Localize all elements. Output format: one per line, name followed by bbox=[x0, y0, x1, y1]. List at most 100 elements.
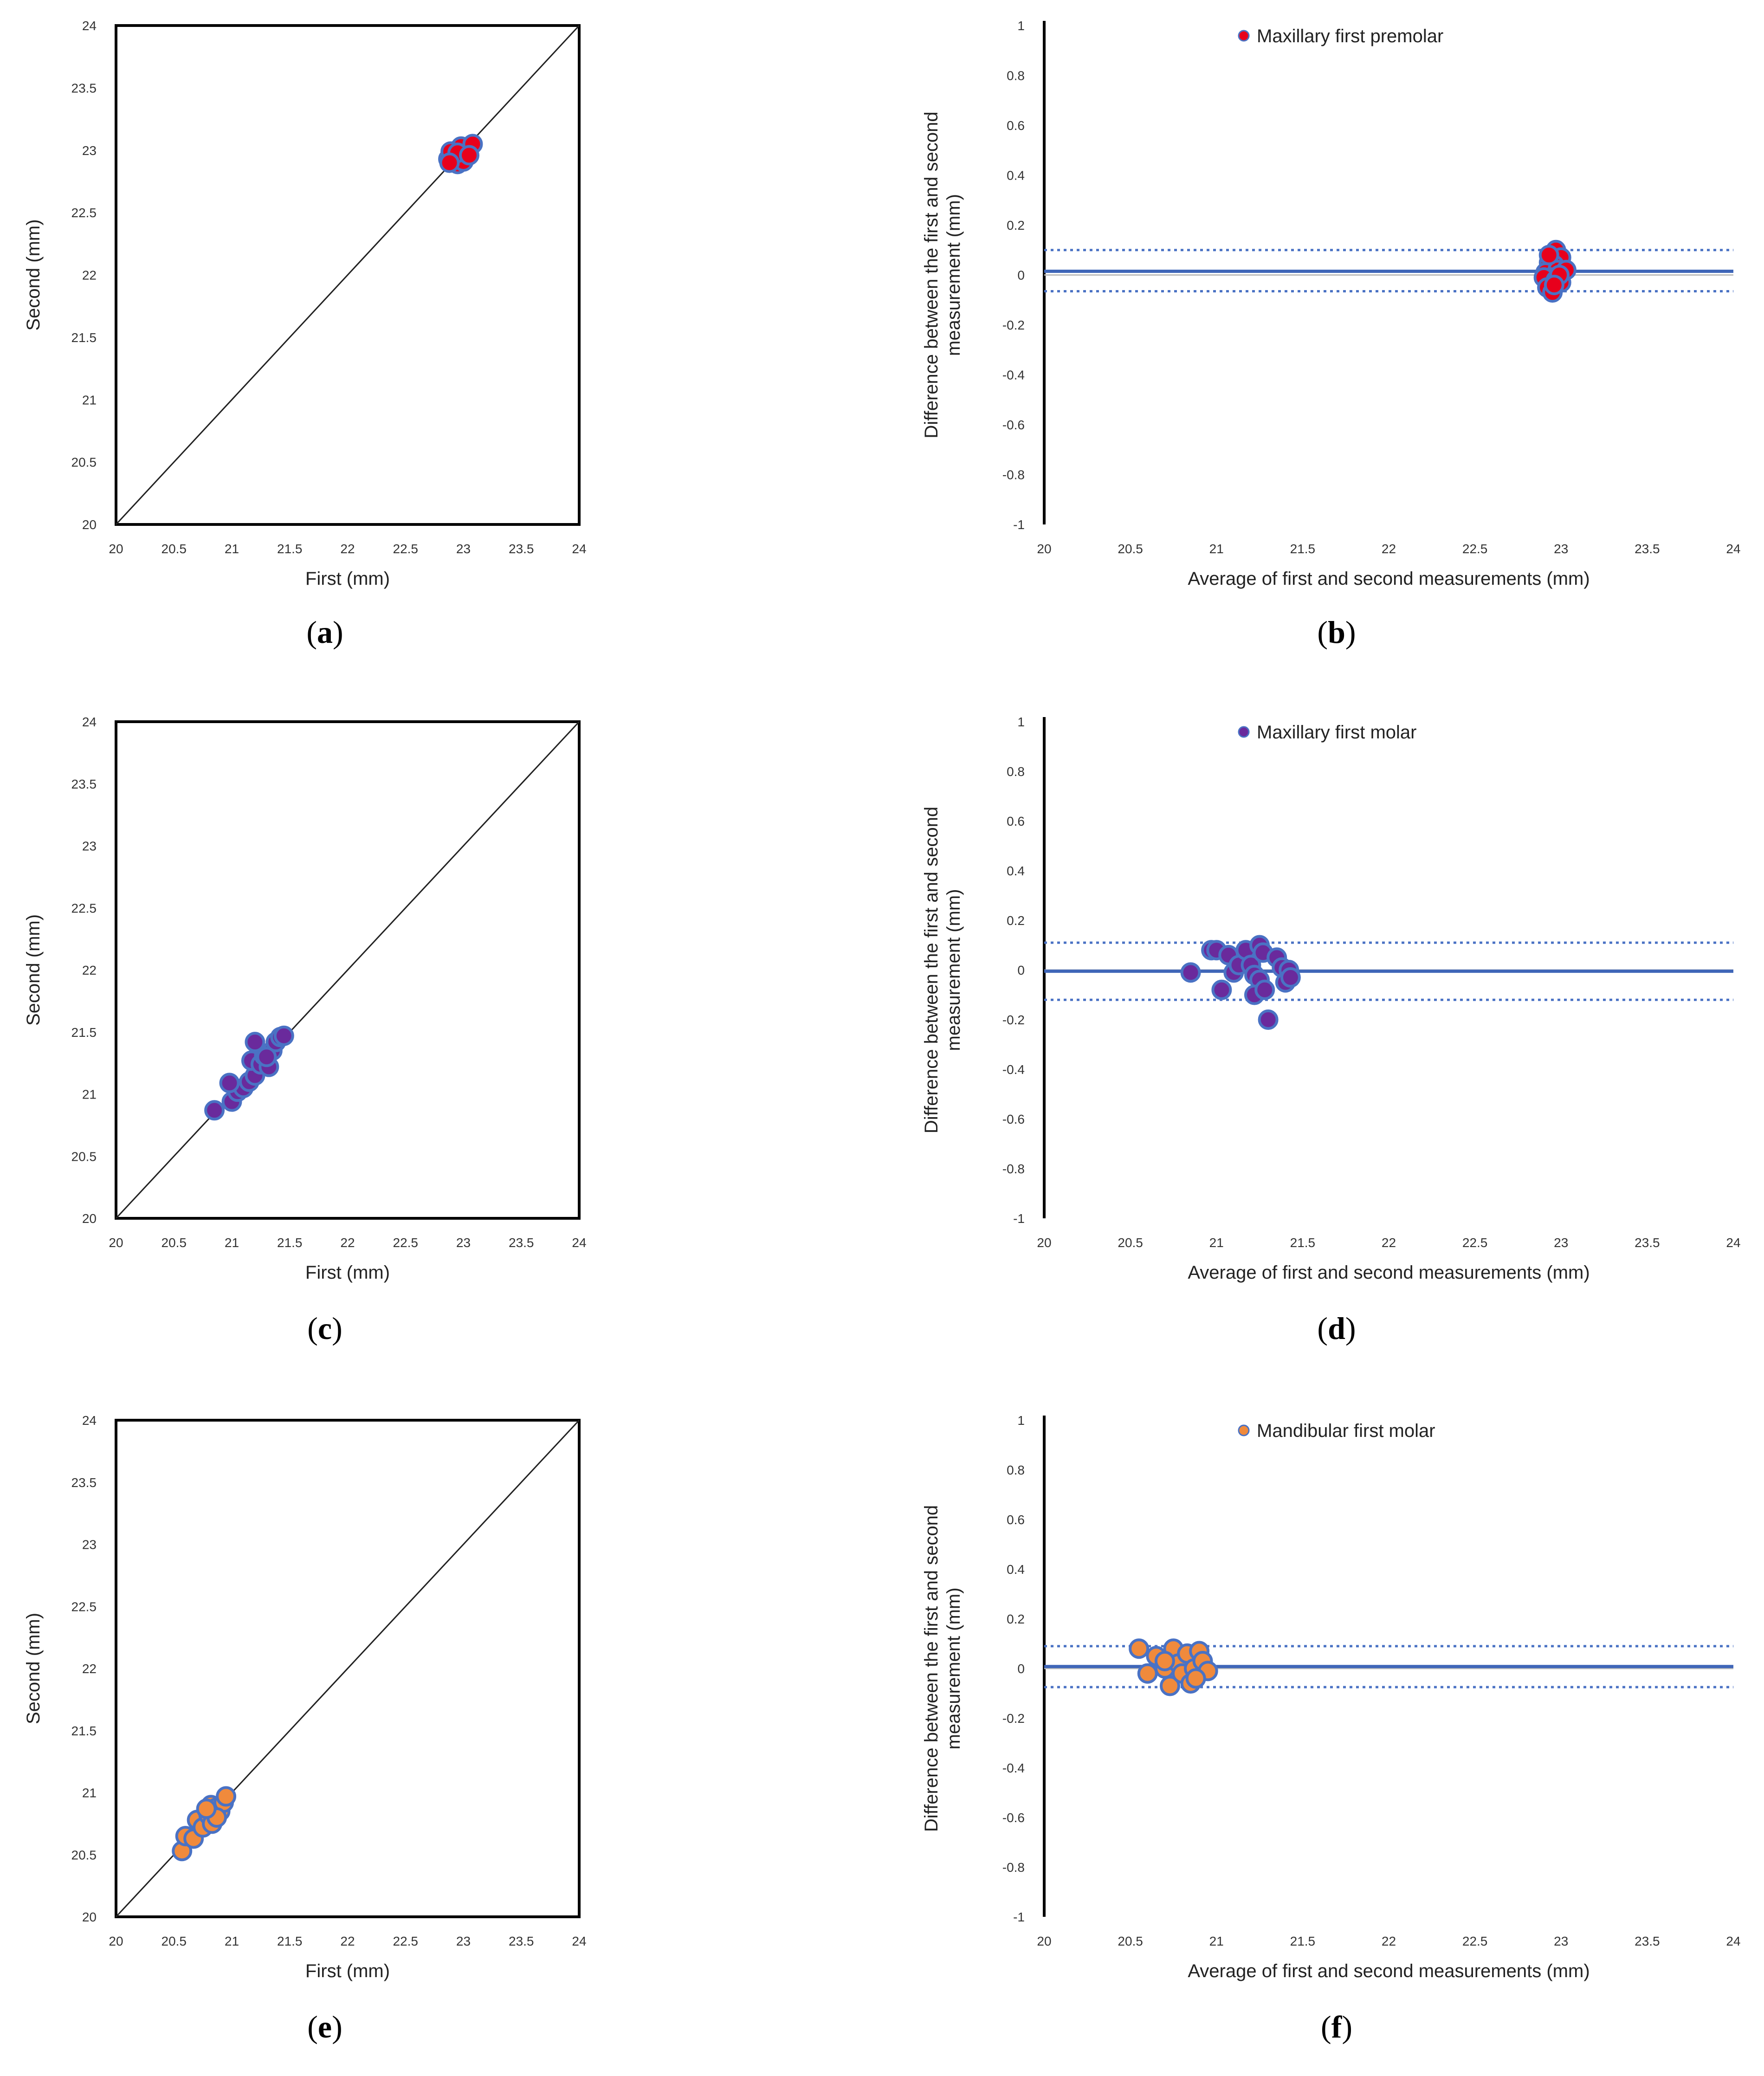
x-tick-label: 24 bbox=[572, 1934, 586, 1948]
y-tick-label: 1 bbox=[1017, 19, 1025, 33]
x-tick-label: 21 bbox=[225, 542, 239, 556]
x-tick-label: 20 bbox=[1037, 1934, 1051, 1948]
y-tick-label: -0.6 bbox=[1002, 1112, 1025, 1126]
y-tick-label: 0.4 bbox=[1007, 864, 1025, 878]
y-tick-label: -0.8 bbox=[1002, 1162, 1025, 1176]
legend-marker bbox=[1238, 30, 1250, 42]
x-tick-label: 21.5 bbox=[1290, 542, 1316, 556]
x-tick-label: 21 bbox=[225, 1934, 239, 1948]
x-tick-label: 22.5 bbox=[1462, 1235, 1488, 1250]
x-tick-label: 23.5 bbox=[509, 542, 534, 556]
y-tick-label: 23.5 bbox=[71, 1475, 97, 1490]
data-point bbox=[1129, 1638, 1150, 1659]
x-tick-label: 20.5 bbox=[1118, 1235, 1143, 1250]
y-tick-label: 21.5 bbox=[71, 1025, 97, 1040]
y-tick-label: 0.2 bbox=[1007, 218, 1025, 233]
panel-label: (d) bbox=[1317, 1311, 1356, 1346]
y-tick-label: 24 bbox=[82, 19, 97, 33]
plot-frame bbox=[115, 720, 581, 1220]
x-tick-label: 22.5 bbox=[1462, 1934, 1488, 1948]
y-tick-label: 0.6 bbox=[1007, 1513, 1025, 1527]
data-point bbox=[1185, 1668, 1206, 1689]
plot-frame bbox=[115, 24, 581, 526]
y-tick-label: 23 bbox=[82, 839, 97, 854]
x-tick-label: 22 bbox=[340, 1235, 355, 1250]
chart-panel-a: 20 20.5 21 21.5 22 22.5 23 23.5 24 20 20.5 21 21.5 22… bbox=[23, 19, 587, 650]
x-tick-label: 23 bbox=[1554, 1235, 1568, 1250]
data-point bbox=[273, 1025, 294, 1046]
x-tick-label: 22 bbox=[1382, 1235, 1396, 1250]
x-tick-label: 23 bbox=[456, 1934, 471, 1948]
y-tick-label: 23.5 bbox=[71, 81, 97, 95]
x-tick-label: 21 bbox=[1209, 1934, 1224, 1948]
data-point bbox=[1280, 967, 1301, 988]
y-tick-label: 20.5 bbox=[71, 1848, 97, 1862]
x-tick-label: 23.5 bbox=[509, 1235, 534, 1250]
x-axis-title: First (mm) bbox=[305, 1262, 390, 1283]
y-tick-label: 0.4 bbox=[1007, 168, 1025, 183]
y-tick-label: -0.4 bbox=[1002, 1062, 1025, 1077]
panel-label: (c) bbox=[307, 1311, 342, 1346]
x-axis-title: Average of first and second measurements… bbox=[1188, 1961, 1590, 1981]
x-tick-label: 23 bbox=[1554, 542, 1568, 556]
chart-panel-f: 20 20.5 21 21.5 22 22.5 23 23.5 24 -1 -0.8 -0.6 -0.4… bbox=[921, 1413, 1741, 2044]
y-tick-label: -1 bbox=[1013, 1910, 1025, 1924]
x-tick-label: 21 bbox=[225, 1235, 239, 1250]
y-tick-label: 22.5 bbox=[71, 206, 97, 220]
y-tick-label: 1 bbox=[1017, 1413, 1025, 1428]
x-tick-label: 22.5 bbox=[393, 1235, 419, 1250]
x-tick-label: 24 bbox=[572, 1235, 586, 1250]
data-point bbox=[1258, 1009, 1279, 1030]
x-tick-label: 23.5 bbox=[1635, 542, 1660, 556]
chart-panel-d: 20 20.5 21 21.5 22 22.5 23 23.5 24 -1 -0.8 -0.6 -0.4… bbox=[921, 715, 1741, 1346]
data-point bbox=[1137, 1663, 1158, 1684]
y-tick-label: -0.4 bbox=[1002, 1761, 1025, 1775]
data-point bbox=[204, 1100, 225, 1121]
x-tick-label: 20.5 bbox=[162, 1235, 187, 1250]
panel-label: (f) bbox=[1321, 2009, 1352, 2044]
x-tick-label: 20 bbox=[1037, 1235, 1051, 1250]
data-point bbox=[216, 1786, 237, 1807]
y-tick-label: 22 bbox=[82, 963, 97, 977]
y-tick-label: 21 bbox=[82, 1087, 97, 1102]
x-tick-label: 24 bbox=[572, 542, 586, 556]
y-tick-label: 23 bbox=[82, 1538, 97, 1552]
y-tick-label: 22 bbox=[82, 268, 97, 283]
y-tick-label: -0.8 bbox=[1002, 468, 1025, 482]
plot-frame bbox=[115, 1419, 581, 1918]
x-tick-label: 20 bbox=[109, 542, 123, 556]
x-tick-label: 22 bbox=[340, 1934, 355, 1948]
y-tick-label: 0.8 bbox=[1007, 1463, 1025, 1477]
y-axis-title: Second (mm) bbox=[23, 1613, 44, 1724]
y-axis-title: Difference between the first and second m… bbox=[921, 111, 964, 438]
y-tick-label: 0 bbox=[1017, 963, 1025, 977]
x-tick-label: 22.5 bbox=[1462, 542, 1488, 556]
panel-label: (b) bbox=[1317, 614, 1356, 650]
x-tick-label: 20.5 bbox=[1118, 1934, 1143, 1948]
x-tick-label: 20.5 bbox=[162, 542, 187, 556]
x-axis-title: First (mm) bbox=[305, 1961, 390, 1981]
y-tick-label: 21 bbox=[82, 393, 97, 407]
data-point bbox=[245, 1032, 265, 1053]
y-axis-title: Second (mm) bbox=[23, 914, 44, 1026]
y-tick-label: 0.8 bbox=[1007, 764, 1025, 779]
x-tick-label: 21.5 bbox=[277, 1934, 303, 1948]
legend-marker bbox=[1238, 1424, 1250, 1436]
y-tick-label: 0 bbox=[1017, 268, 1025, 283]
x-tick-label: 22 bbox=[1382, 542, 1396, 556]
x-tick-label: 21 bbox=[1209, 1235, 1224, 1250]
data-point bbox=[459, 145, 479, 166]
y-tick-label: 0.6 bbox=[1007, 814, 1025, 828]
data-point bbox=[1544, 275, 1564, 295]
y-axis-title: Difference between the first and second m… bbox=[921, 807, 964, 1133]
data-point bbox=[1211, 979, 1232, 1000]
x-tick-label: 20 bbox=[1037, 542, 1051, 556]
identity-line bbox=[115, 25, 580, 525]
y-tick-label: 24 bbox=[82, 1413, 97, 1428]
data-point bbox=[1180, 962, 1201, 983]
x-tick-label: 20 bbox=[109, 1934, 123, 1948]
x-tick-label: 23 bbox=[456, 542, 471, 556]
data-point bbox=[1154, 1650, 1175, 1671]
identity-line bbox=[115, 721, 580, 1219]
